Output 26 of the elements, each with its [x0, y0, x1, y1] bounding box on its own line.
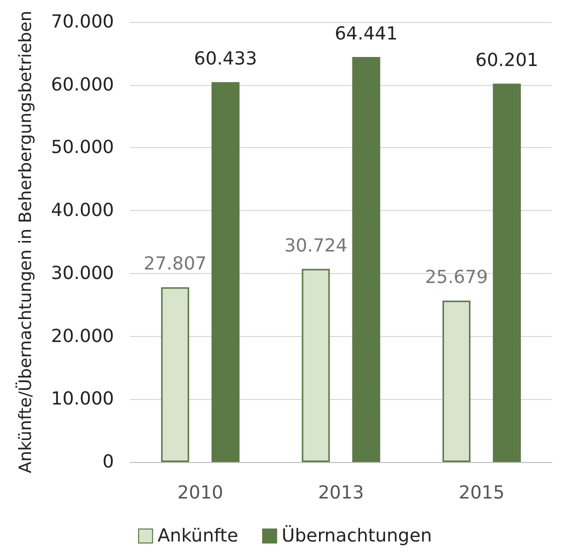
x-tick-label: 2013	[318, 482, 364, 504]
bar	[352, 56, 380, 462]
y-tick-label: 70.000	[51, 12, 114, 32]
bar	[212, 82, 240, 462]
legend-label: Übernachtungen	[282, 524, 432, 546]
data-label: 60.433	[194, 48, 258, 70]
data-label: 64.441	[334, 23, 398, 44]
data-label: 60.201	[475, 50, 538, 72]
bar	[442, 300, 470, 462]
bar	[492, 84, 521, 462]
y-axis-title: Ankünfte/Übernachtungen in Beherbergungsbetrieben	[15, 10, 36, 474]
bar	[302, 268, 330, 462]
y-tick-label: 20.000	[51, 326, 114, 347]
y-tick-label: 30.000	[51, 262, 114, 284]
y-tick-label: 10.000	[51, 388, 114, 410]
y-tick-label: 50.000	[51, 137, 114, 158]
x-tick-label: 2015	[458, 482, 505, 504]
x-tick-label: 2010	[177, 482, 224, 504]
y-tick-label: 40.000	[51, 200, 114, 222]
y-tick-label: 60.000	[51, 74, 114, 96]
data-label: 27.807	[144, 254, 207, 275]
data-label: 30.724	[284, 235, 348, 256]
legend-label: Ankünfte	[158, 526, 238, 546]
data-label: 25.679	[424, 267, 488, 288]
bar	[161, 287, 190, 462]
y-tick-label: 0	[102, 452, 114, 472]
